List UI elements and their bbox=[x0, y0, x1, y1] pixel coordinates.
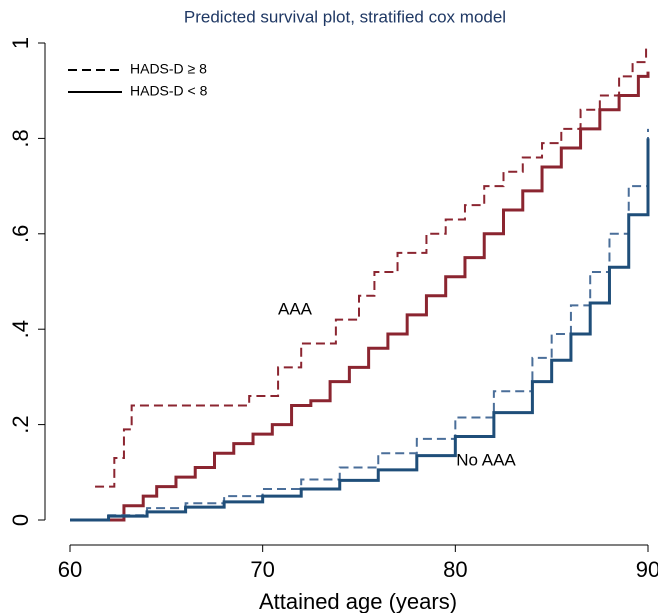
y-tick-label: .4 bbox=[8, 320, 33, 338]
x-axis-label: Attained age (years) bbox=[259, 589, 457, 613]
x-tick-label: 80 bbox=[443, 557, 467, 582]
x-tick-label: 70 bbox=[250, 557, 274, 582]
legend-label: HADS-D ≥ 8 bbox=[130, 61, 207, 77]
y-tick-label: 0 bbox=[8, 514, 33, 526]
y-tick-label: 1 bbox=[8, 37, 33, 49]
y-tick-label: .6 bbox=[8, 225, 33, 243]
series-line bbox=[70, 138, 650, 522]
series-line bbox=[70, 71, 650, 522]
x-tick-label: 90 bbox=[636, 557, 658, 582]
legend-label: HADS-D < 8 bbox=[130, 83, 208, 99]
annotation: No AAA bbox=[456, 450, 516, 469]
y-tick-label: .2 bbox=[8, 415, 33, 433]
series-line bbox=[95, 46, 648, 488]
y-tick-label: .8 bbox=[8, 129, 33, 147]
x-tick-label: 60 bbox=[58, 557, 82, 582]
annotation: AAA bbox=[278, 299, 313, 318]
chart-title: Predicted survival plot, stratified cox … bbox=[184, 7, 506, 26]
series-line bbox=[70, 128, 649, 521]
